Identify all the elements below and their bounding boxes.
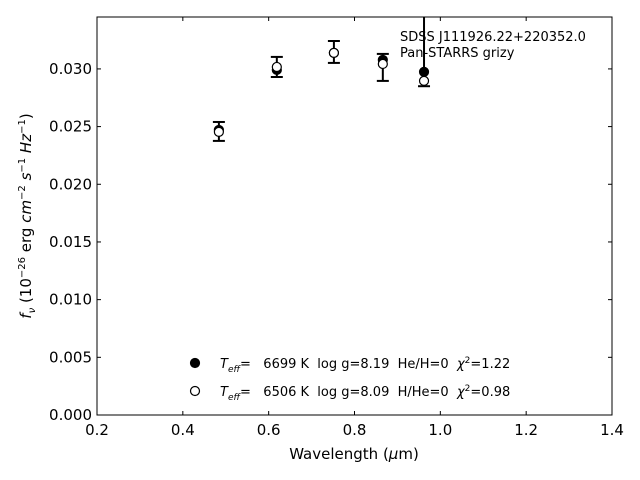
- legend: Teff= 6699 K log g=8.19 He/H=0 χ2=1.22 Te…: [189, 356, 510, 403]
- model-point-open: [377, 58, 388, 70]
- model-point-open: [271, 61, 282, 73]
- x-tick-label: 0.6: [257, 421, 281, 439]
- model-point-open: [418, 75, 430, 87]
- model-point-open: [328, 47, 339, 58]
- x-tick-label: 1.4: [600, 421, 624, 439]
- legend-entry: Teff= 6699 K log g=8.19 He/H=0 χ2=1.22: [220, 356, 510, 375]
- x-axis-label: Wavelength (μm): [289, 445, 419, 463]
- y-tick-label: 0.005: [49, 348, 92, 366]
- legend-marker: [189, 357, 201, 369]
- x-tick-label: 1.2: [514, 421, 538, 439]
- legend-marker: [189, 385, 201, 397]
- y-tick-label: 0.015: [49, 233, 92, 251]
- plot-frame: [96, 16, 613, 416]
- y-tick-label: 0.010: [49, 291, 92, 309]
- x-tick-label: 0.8: [343, 421, 367, 439]
- x-tick-label: 0.2: [85, 421, 109, 439]
- y-tick-label: 0.020: [49, 175, 92, 193]
- x-tick-label: 0.4: [171, 421, 195, 439]
- annotation-line-1: SDSS J111926.22+220352.0: [400, 30, 586, 45]
- y-tick-label: 0.025: [49, 118, 92, 136]
- legend-entry: Teff= 6506 K log g=8.09 H/He=0 χ2=0.98: [220, 384, 510, 403]
- x-tick-label: 1.0: [428, 421, 452, 439]
- y-tick-label: 0.030: [49, 60, 92, 78]
- model-point-filled: [418, 66, 430, 78]
- y-axis-label: fν (10−26 erg cm−2 s−1 Hz−1): [17, 113, 38, 318]
- y-tick-label: 0.000: [49, 406, 92, 424]
- model-point-open: [213, 126, 224, 138]
- annotation-line-2: Pan-STARRS grizy: [400, 46, 515, 61]
